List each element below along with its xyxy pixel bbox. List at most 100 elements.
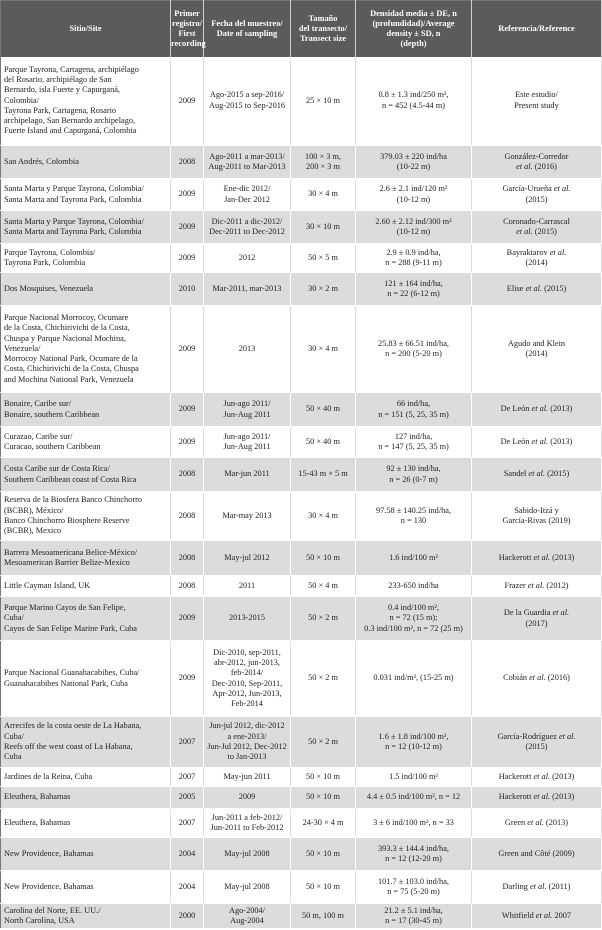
reference-pre: Bayraktarov [506,247,550,257]
reference-em: et al. [529,881,547,891]
reference-pre: Whitfield [501,910,536,920]
site-cell: Barrera Mesoamericana Belice-México/ Mes… [0,540,171,576]
reference-cell: Green and Côté (2009) [471,837,602,871]
reference-pre: Sabido-Itzá y García-Rivas (2019) [502,505,571,525]
transect-cell: 30 × 4 m [290,491,356,541]
date-cell: Dic-2010, sep-2011, abr-2012, jun-2013, … [203,640,291,717]
first-recording-cell: 2009 [170,305,204,393]
density-cell: 2.60 ± 2.12 ind/300 m² (10-12 m) [355,210,472,244]
reference-pre: García-Rodríguez [497,731,559,741]
reference-pre: Green [504,817,528,827]
density-cell: 121 ± 164 ind/ha, n = 22 (6-12 m) [355,272,472,306]
date-cell: Jun-ago 2011/ Jun-Aug 2011 [203,426,291,458]
date-cell: Mar-jun 2011 [203,457,291,492]
reference-pre: De la Guardia [503,608,553,618]
density-cell: 3 ± 6 ind/100 m², n = 33 [355,808,472,838]
transect-cell: 30 × 2 m [290,272,356,306]
reference-pre: Frazer [504,580,528,590]
transect-cell: 50 × 2 m [290,596,356,641]
reference-pre: Darling [502,881,530,891]
table-row: Santa Marta y Parque Tayrona, Colombia/ … [0,210,602,244]
transect-cell: 50 × 40 m [290,426,356,458]
reference-em: et al. [533,792,551,802]
first-recording-cell: 2010 [170,272,204,306]
reference-pre: Coronado-Carrascal [503,216,570,226]
site-cell: Costa Caribe sur de Costa Rica/ Southern… [0,457,171,492]
header-transect: Tamaño del transecto/ Transect size [290,0,356,57]
reference-cell: Sandel et al. (2015) [471,457,602,492]
date-cell: Jun-ago 2011/ Jun-Aug 2011 [203,392,291,427]
site-cell: Santa Marta y Parque Tayrona, Colombia/ … [0,178,171,211]
reference-em: et al. [531,404,549,414]
table-row: Parque Nacional Morrocoy, Ocumare de la … [0,305,602,393]
reference-post: (2012) [544,580,569,590]
reference-post: (2013) [548,404,573,414]
reference-post: (2015) [525,194,548,204]
density-cell: 92 ± 130 ind/ha, n = 26 (0-7 m) [355,457,472,492]
reference-cell: Bayraktarov et al. (2014) [471,243,602,273]
table-row: New Providence, Bahamas 2004 May-jul 2008 5… [0,870,602,904]
table-row: Parque Tayrona, Colombia/ Tayrona Park, … [0,243,602,273]
density-cell: 0.4 ind/100 m², n = 72 (15 m); 0.3 ind/1… [355,596,472,641]
site-cell: Little Cayman Island, UK [0,575,171,597]
reference-post: (2013) [550,552,575,562]
header-first-recording: Primer registro/ First recording [170,0,206,57]
table-row: Parque Tayrona, Cartagena, archipiélago … [0,56,602,146]
date-cell: Mar-2011, mar-2013 [203,272,291,306]
reference-post: (2016) [545,673,570,683]
site-cell: Parque Marino Cayos de San Felipe, Cuba/… [0,596,171,641]
transect-cell: 24-30 × 4 m [290,808,356,838]
first-recording-cell: 2008 [170,145,204,179]
density-cell: 101.7 ± 103.0 ind/ha, n = 75 (5-20 m) [355,870,472,904]
reference-post: (2016) [532,162,557,171]
reference-post: (2013) [543,817,569,827]
reference-pre: Este estudio/ Present study [514,90,559,110]
reference-pre: García-Urueña [502,184,554,194]
site-cell: Arrecifes de la costa oeste de La Habana… [0,716,171,768]
reference-cell: Darling et al. (2011) [471,870,602,904]
table-row: Barrera Mesoamericana Belice-México/ Mes… [0,540,602,576]
reference-em: et al. [529,673,546,683]
first-recording-cell: 2008 [170,575,204,597]
reference-cell: Whitfield et al. 2007 [471,903,602,929]
table-row: Parque Marino Cayos de San Felipe, Cuba/… [0,596,602,641]
transect-cell: 50 × 2 m [290,716,356,768]
transect-cell: 50 × 5 m [290,243,356,273]
density-cell: 2.6 ± 2.1 ind/120 m² (10-12 m) [355,178,472,211]
date-cell: 2009 [203,786,291,809]
reference-cell: García-Rodríguez et al. (2015) [471,716,602,768]
transect-cell: 30 × 4 m [290,305,356,393]
reference-em: et al. [528,469,546,479]
transect-cell: 50 m, 100 m [290,903,356,929]
table-row: Arrecifes de la costa oeste de La Habana… [0,716,602,768]
reference-cell: González-Corredor et al. (2016) [471,145,602,179]
reference-cell: De León et al. (2013) [471,426,602,458]
reference-pre: Elise [506,283,526,293]
transect-cell: 50 × 2 m [290,640,356,717]
first-recording-cell: 2009 [170,56,204,146]
header-density: Densidad media ± DE, n (profundidad)/Ave… [355,0,472,57]
first-recording-cell: 2009 [170,210,204,244]
density-cell: 233-650 ind/ha [355,575,472,597]
transect-cell: 50 × 10 m [290,540,356,576]
first-recording-cell: 2009 [170,596,204,641]
date-cell: Dic-2011 a dic-2012/ Dec-2011 to Dec-201… [203,210,291,244]
reference-cell: García-Urueña et al. (2015) [471,178,602,211]
reference-cell: Agudo and Klein (2014) [471,305,602,393]
reference-pre: González-Corredor [504,151,569,161]
reference-cell: Hackerott et al. (2013) [471,786,602,809]
reference-pre: Sandel [503,469,529,479]
reference-cell: De la Guardia et al. (2017) [471,596,602,641]
reference-post: (2015) [542,283,567,293]
density-cell: 1.6 ± 1.8 ind/100 m², n = 12 (10-12 m) [355,716,472,768]
density-cell: 0.8 ± 1.3 ind/250 m², n = 452 (4.5-44 m) [355,56,472,146]
reference-post: (2017) [525,618,548,628]
first-recording-cell: 2009 [170,392,204,427]
reference-cell: Hackerott et al. (2013) [471,540,602,576]
first-recording-cell: 2008 [170,457,204,492]
first-recording-cell: 2007 [170,716,204,768]
site-cell: Parque Tayrona, Colombia/ Tayrona Park, … [0,243,171,273]
reference-pre: Hackerott [498,552,534,562]
density-cell: 21.2 ± 5.1 ind/ha, n = 17 (30-45 m) [355,903,472,929]
reference-cell: Sabido-Itzá y García-Rivas (2019) [471,491,602,541]
